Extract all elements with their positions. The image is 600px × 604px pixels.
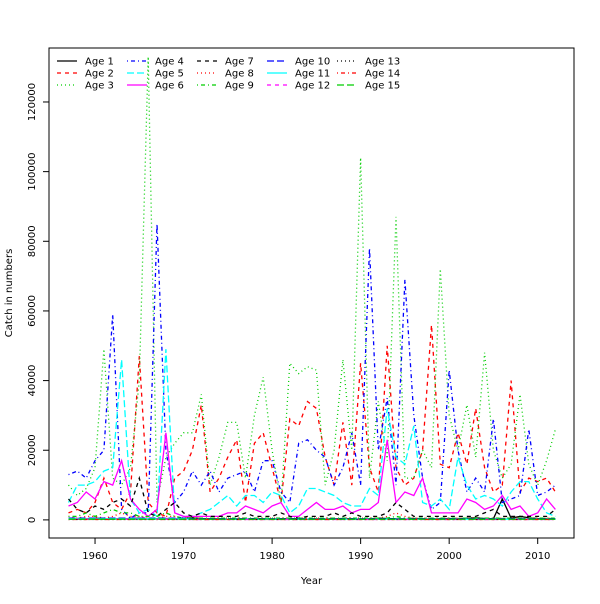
y-tick-label: 0 <box>27 517 38 523</box>
legend-label: Age 12 <box>295 81 330 92</box>
x-axis-label: Year <box>300 576 323 587</box>
series-line-age-7 <box>69 478 556 518</box>
y-tick-label: 120000 <box>27 83 38 121</box>
x-axis: 1960 1970 1980 1990 2000 2010 <box>82 538 550 562</box>
legend-item: Age 14 <box>337 69 400 80</box>
series-line-age-6 <box>69 433 556 517</box>
legend-label: Age 1 <box>85 57 114 68</box>
legend-item: Age 7 <box>197 57 254 68</box>
legend-item: Age 15 <box>337 81 400 92</box>
legend-label: Age 3 <box>85 81 114 92</box>
legend-item: Age 13 <box>337 57 400 68</box>
x-tick-label: 1990 <box>348 551 373 562</box>
legend-item: Age 1 <box>57 57 114 68</box>
legend-label: Age 11 <box>295 69 330 80</box>
legend-label: Age 15 <box>365 81 400 92</box>
legend-label: Age 2 <box>85 69 114 80</box>
legend-item: Age 2 <box>57 69 114 80</box>
x-tick-label: 1980 <box>259 551 284 562</box>
legend-label: Age 5 <box>155 69 184 80</box>
legend-item: Age 12 <box>267 81 330 92</box>
legend-item: Age 11 <box>267 69 330 80</box>
series-layer <box>69 57 556 520</box>
y-axis: 0 20000 40000 60000 80000 100000 120000 <box>27 83 49 523</box>
legend-item: Age 10 <box>267 57 330 68</box>
y-tick-label: 80000 <box>27 225 38 257</box>
y-tick-label: 40000 <box>27 365 38 397</box>
x-tick-label: 1970 <box>171 551 196 562</box>
series-line-age-5 <box>69 349 556 516</box>
y-tick-label: 100000 <box>27 153 38 191</box>
y-axis-label: Catch in numbers <box>4 249 15 338</box>
legend-item: Age 8 <box>197 69 254 80</box>
legend-label: Age 6 <box>155 81 184 92</box>
legend-label: Age 4 <box>155 57 184 68</box>
legend-item: Age 9 <box>197 81 254 92</box>
legend-label: Age 10 <box>295 57 330 68</box>
legend-label: Age 8 <box>225 69 254 80</box>
legend-label: Age 14 <box>365 69 400 80</box>
legend-label: Age 9 <box>225 81 254 92</box>
x-tick-label: 1960 <box>82 551 107 562</box>
x-tick-label: 2010 <box>525 551 550 562</box>
legend-item: Age 5 <box>127 69 184 80</box>
legend-label: Age 7 <box>225 57 254 68</box>
legend-item: Age 3 <box>57 81 114 92</box>
x-tick-label: 2000 <box>436 551 461 562</box>
legend-label: Age 13 <box>365 57 400 68</box>
series-line-age-4 <box>69 224 556 518</box>
y-tick-label: 20000 <box>27 434 38 466</box>
legend-item: Age 4 <box>127 57 184 68</box>
y-tick-label: 60000 <box>27 295 38 327</box>
series-line-age-3 <box>69 57 556 503</box>
legend-item: Age 6 <box>127 81 184 92</box>
